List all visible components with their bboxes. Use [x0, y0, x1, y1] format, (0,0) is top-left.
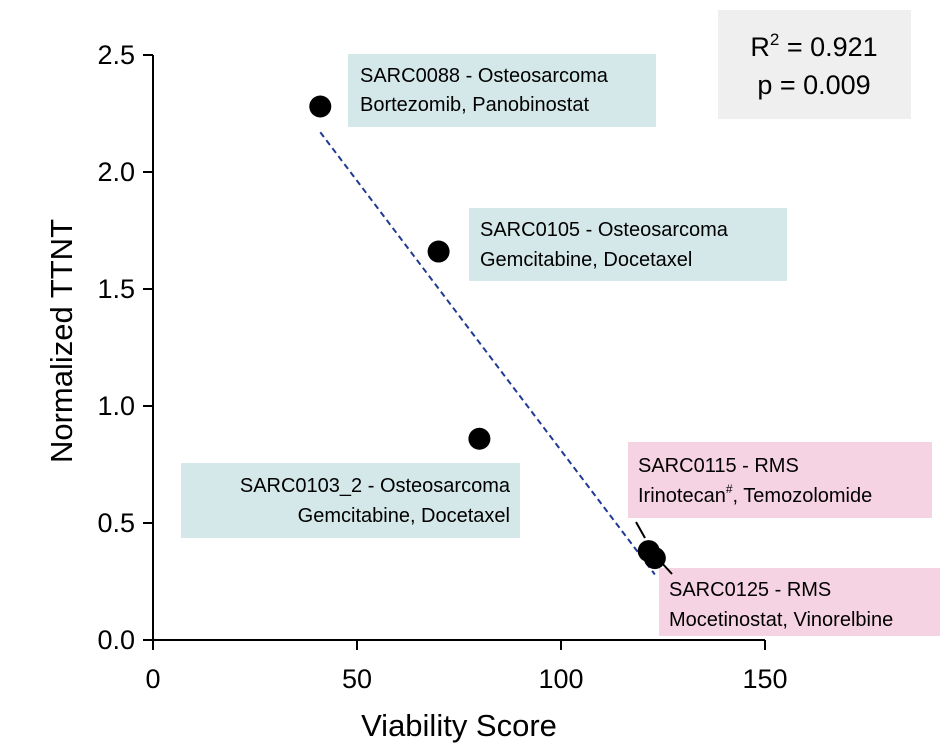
- x-tick-label: 50: [342, 664, 372, 694]
- annotation-sarc0115: SARC0115 - RMS Irinotecan#, Temozolomide: [628, 442, 932, 518]
- annotation-sarc0088: SARC0088 - Osteosarcoma Bortezomib, Pano…: [348, 54, 656, 127]
- annotation-sarc0088-line1: SARC0088 - Osteosarcoma: [360, 65, 609, 87]
- x-axis-ticks: 0 50 100 150: [145, 640, 788, 694]
- annotation-sarc0115-line1: SARC0115 - RMS: [638, 455, 799, 477]
- y-tick-label: 0.5: [97, 508, 135, 538]
- leader-line-sarc0115: [635, 521, 646, 539]
- annotation-sarc0105: SARC0105 - Osteosarcoma Gemcitabine, Doc…: [469, 208, 787, 281]
- y-axis-title: Normalized TTNT: [44, 219, 79, 463]
- annotation-sarc0105-box: [469, 208, 787, 281]
- annotation-sarc0103-2-box: [181, 463, 520, 538]
- data-point: [309, 95, 332, 118]
- data-point: [643, 547, 666, 570]
- data-point: [427, 240, 450, 263]
- annotation-sarc0105-line1: SARC0105 - Osteosarcoma: [480, 219, 729, 241]
- y-tick-label: 1.0: [97, 391, 135, 421]
- x-axis-title: Viability Score: [361, 708, 557, 743]
- x-tick-label: 150: [742, 664, 787, 694]
- annotation-sarc0115-box: [628, 442, 932, 518]
- x-axis: 0 50 100 150 Viability Score: [145, 639, 788, 743]
- annotation-sarc0125-line1: SARC0125 - RMS: [669, 579, 831, 601]
- y-tick-label: 2.0: [97, 157, 135, 187]
- annotation-sarc0103-2: SARC0103_2 - Osteosarcoma Gemcitabine, D…: [181, 463, 520, 538]
- data-point: [468, 427, 491, 450]
- r-squared-label: R2 = 0.921: [750, 30, 877, 62]
- regression-line: [319, 131, 656, 576]
- annotation-sarc0105-line2: Gemcitabine, Docetaxel: [480, 249, 692, 271]
- x-tick-label: 100: [538, 664, 583, 694]
- x-tick-label: 0: [145, 664, 160, 694]
- annotation-sarc0125: SARC0125 - RMS Mocetinostat, Vinorelbine: [659, 568, 940, 636]
- annotation-sarc0125-line2: Mocetinostat, Vinorelbine: [669, 609, 893, 631]
- annotation-sarc0125-box: [659, 568, 940, 636]
- p-value-label: p = 0.009: [757, 70, 870, 100]
- y-tick-label: 2.5: [97, 40, 135, 70]
- annotation-sarc0088-box: [348, 54, 656, 127]
- annotation-sarc0115-line2: Irinotecan#, Temozolomide: [638, 482, 872, 507]
- y-axis-ticks: 0.0 0.5 1.0 1.5 2.0 2.5: [97, 40, 153, 655]
- annotation-sarc0103-2-line1: SARC0103_2 - Osteosarcoma: [240, 475, 511, 497]
- y-tick-label: 0.0: [97, 625, 135, 655]
- data-points: [309, 95, 666, 570]
- y-tick-label: 1.5: [97, 274, 135, 304]
- annotation-sarc0103-2-line2: Gemcitabine, Docetaxel: [298, 505, 510, 527]
- y-axis: 0.0 0.5 1.0 1.5 2.0 2.5 Normalized TTNT: [44, 40, 154, 655]
- annotation-sarc0088-line2: Bortezomib, Panobinostat: [360, 94, 589, 116]
- stats-box-background: [718, 10, 911, 119]
- stats-box: R2 = 0.921 p = 0.009: [718, 10, 911, 119]
